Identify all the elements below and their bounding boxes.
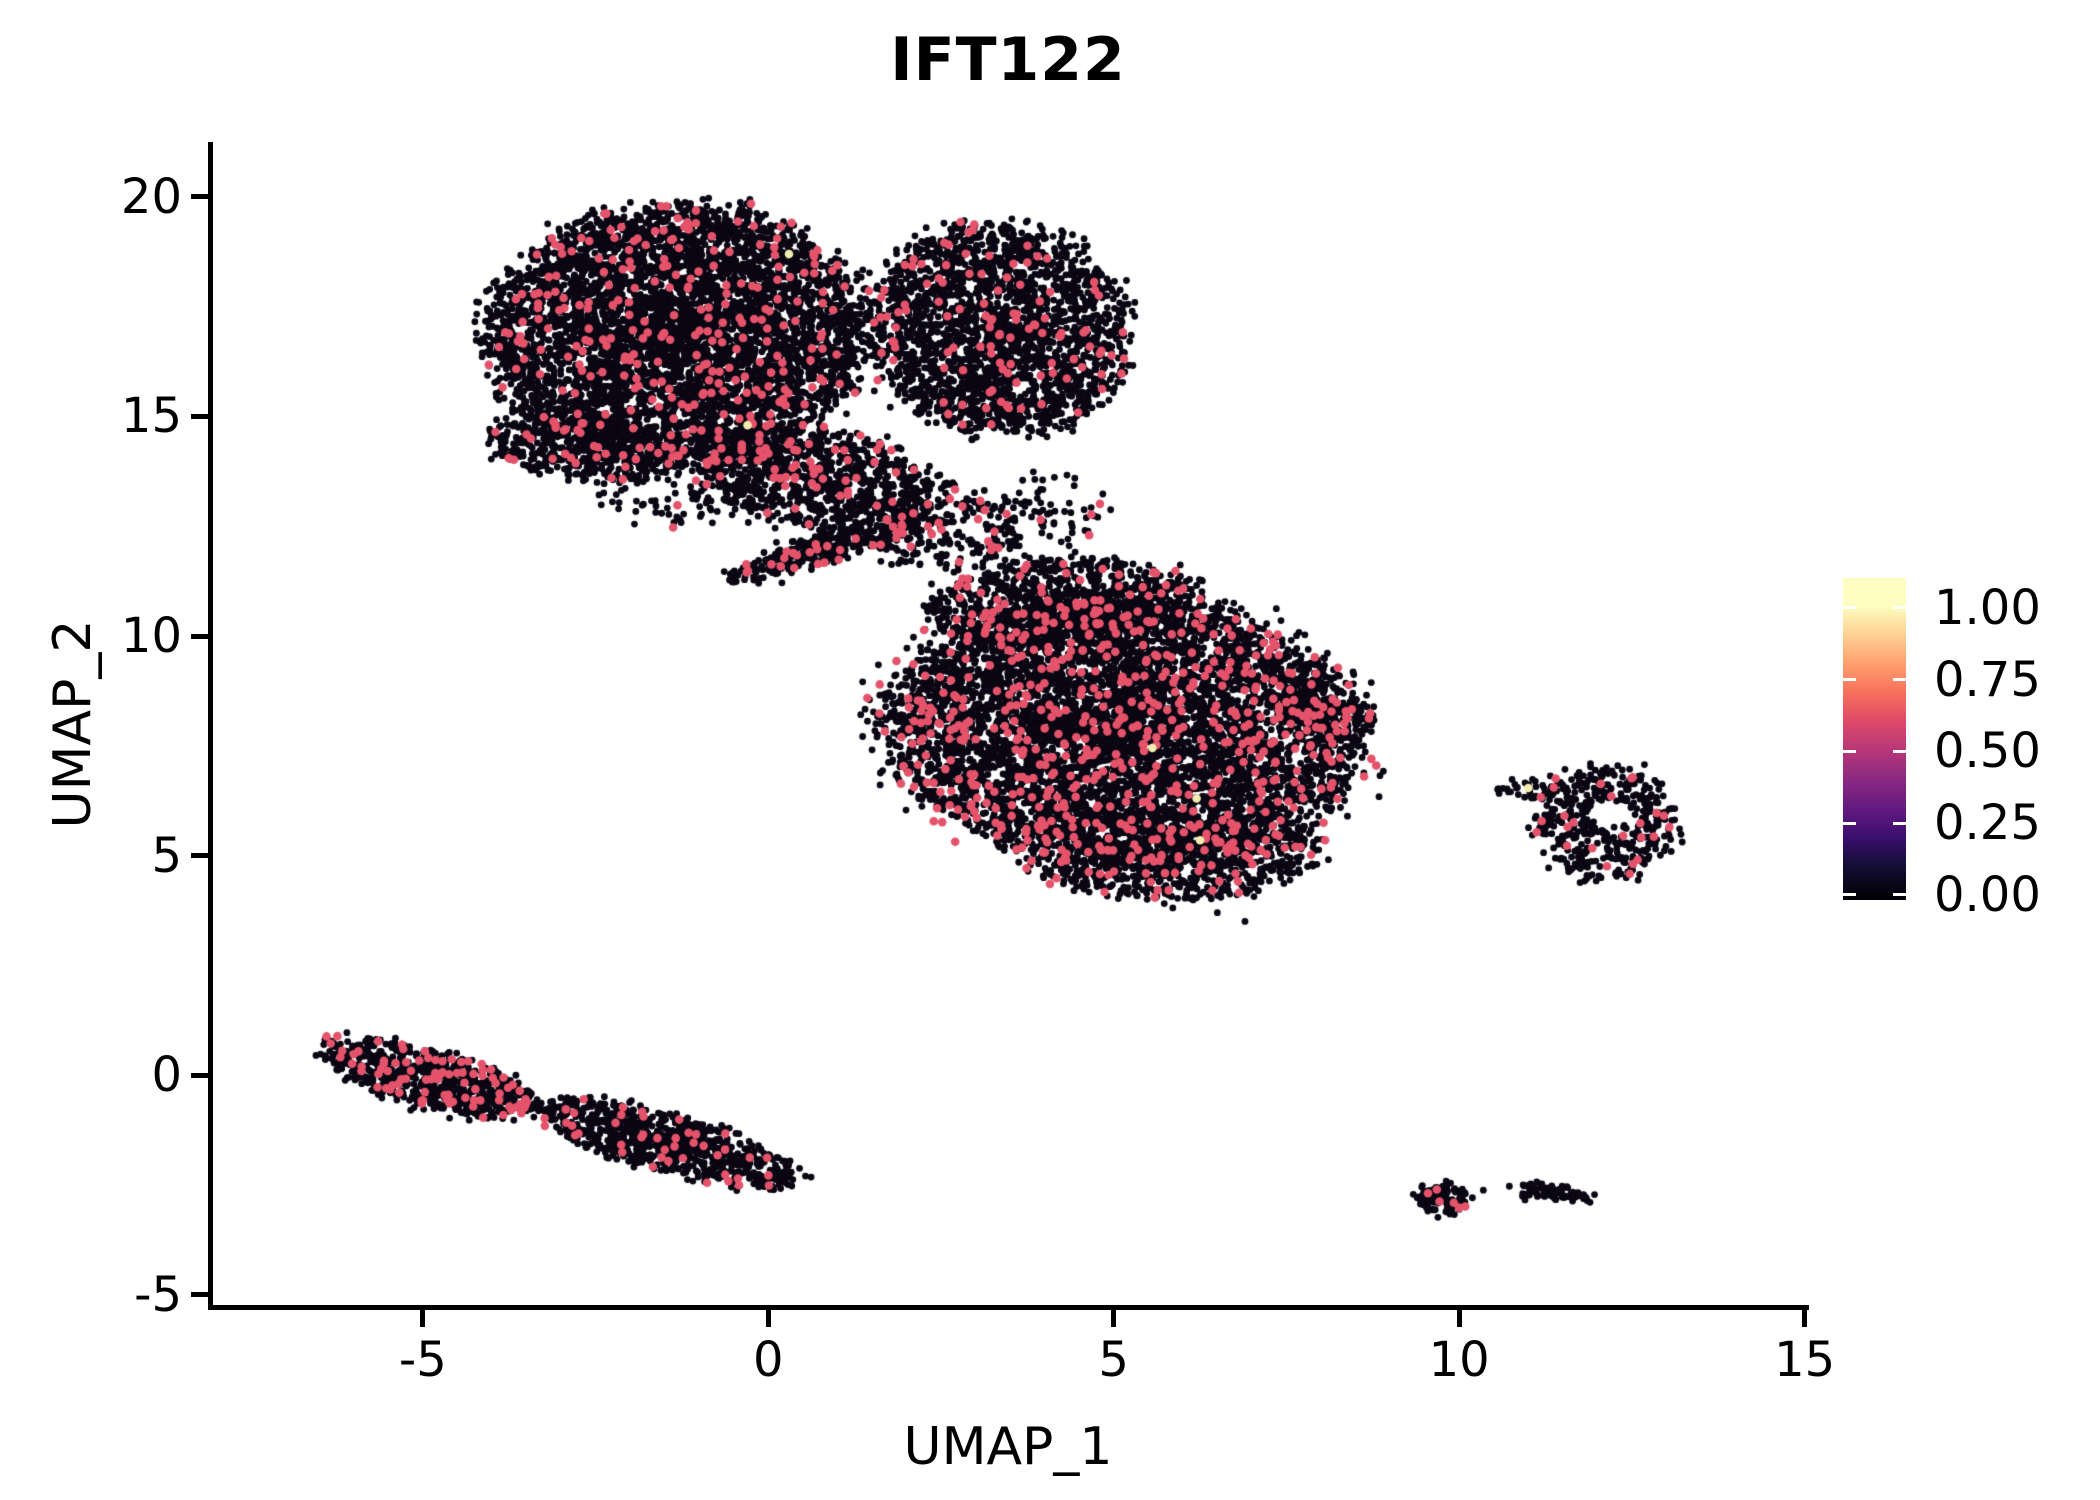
colorbar-tick (1843, 821, 1856, 825)
colorbar-tick (1893, 749, 1906, 753)
x-tick-label: 10 (1428, 1332, 1490, 1388)
x-tick (420, 1310, 426, 1327)
colorbar-tick (1893, 893, 1906, 897)
colorbar-tick (1893, 678, 1906, 682)
y-tick (191, 194, 208, 200)
y-tick-label: 20 (120, 168, 182, 225)
y-tick-label: 10 (120, 608, 182, 665)
colorbar-tick (1843, 749, 1856, 753)
colorbar-tick (1893, 606, 1906, 610)
y-tick (191, 853, 208, 859)
x-tick (1111, 1310, 1117, 1327)
colorbar-tick-label: 0.75 (1934, 651, 2041, 708)
x-tick (765, 1310, 771, 1327)
y-axis-line (208, 142, 213, 1310)
y-axis-title: UMAP_2 (43, 619, 103, 829)
x-tick-label: 0 (752, 1332, 784, 1388)
x-tick-label: 15 (1774, 1332, 1836, 1388)
x-tick (1802, 1310, 1808, 1327)
colorbar-tick (1843, 606, 1856, 610)
y-tick-label: -5 (134, 1266, 182, 1323)
x-axis-line (208, 1305, 1809, 1310)
colorbar-tick-label: 1.00 (1934, 579, 2041, 636)
colorbar-tick (1843, 678, 1856, 682)
y-tick (191, 1292, 208, 1298)
colorbar-tick (1843, 893, 1856, 897)
colorbar-tick-label: 0.25 (1934, 795, 2041, 852)
colorbar-tick-label: 0.50 (1934, 723, 2041, 780)
y-tick (191, 1072, 208, 1078)
y-tick-label: 15 (120, 388, 182, 445)
colorbar-tick (1893, 821, 1906, 825)
x-tick-label: -5 (398, 1332, 447, 1388)
y-tick-label: 0 (151, 1047, 182, 1104)
colorbar-tick-label: 0.00 (1934, 866, 2041, 923)
x-tick (1456, 1310, 1462, 1327)
colorbar-gradient (1843, 578, 1906, 900)
x-tick-label: 5 (1098, 1332, 1129, 1388)
y-tick-label: 5 (151, 827, 182, 884)
y-tick (191, 633, 208, 639)
plot-title: IFT122 (890, 25, 1126, 95)
x-axis-title: UMAP_1 (903, 1417, 1113, 1477)
y-tick (191, 413, 208, 419)
